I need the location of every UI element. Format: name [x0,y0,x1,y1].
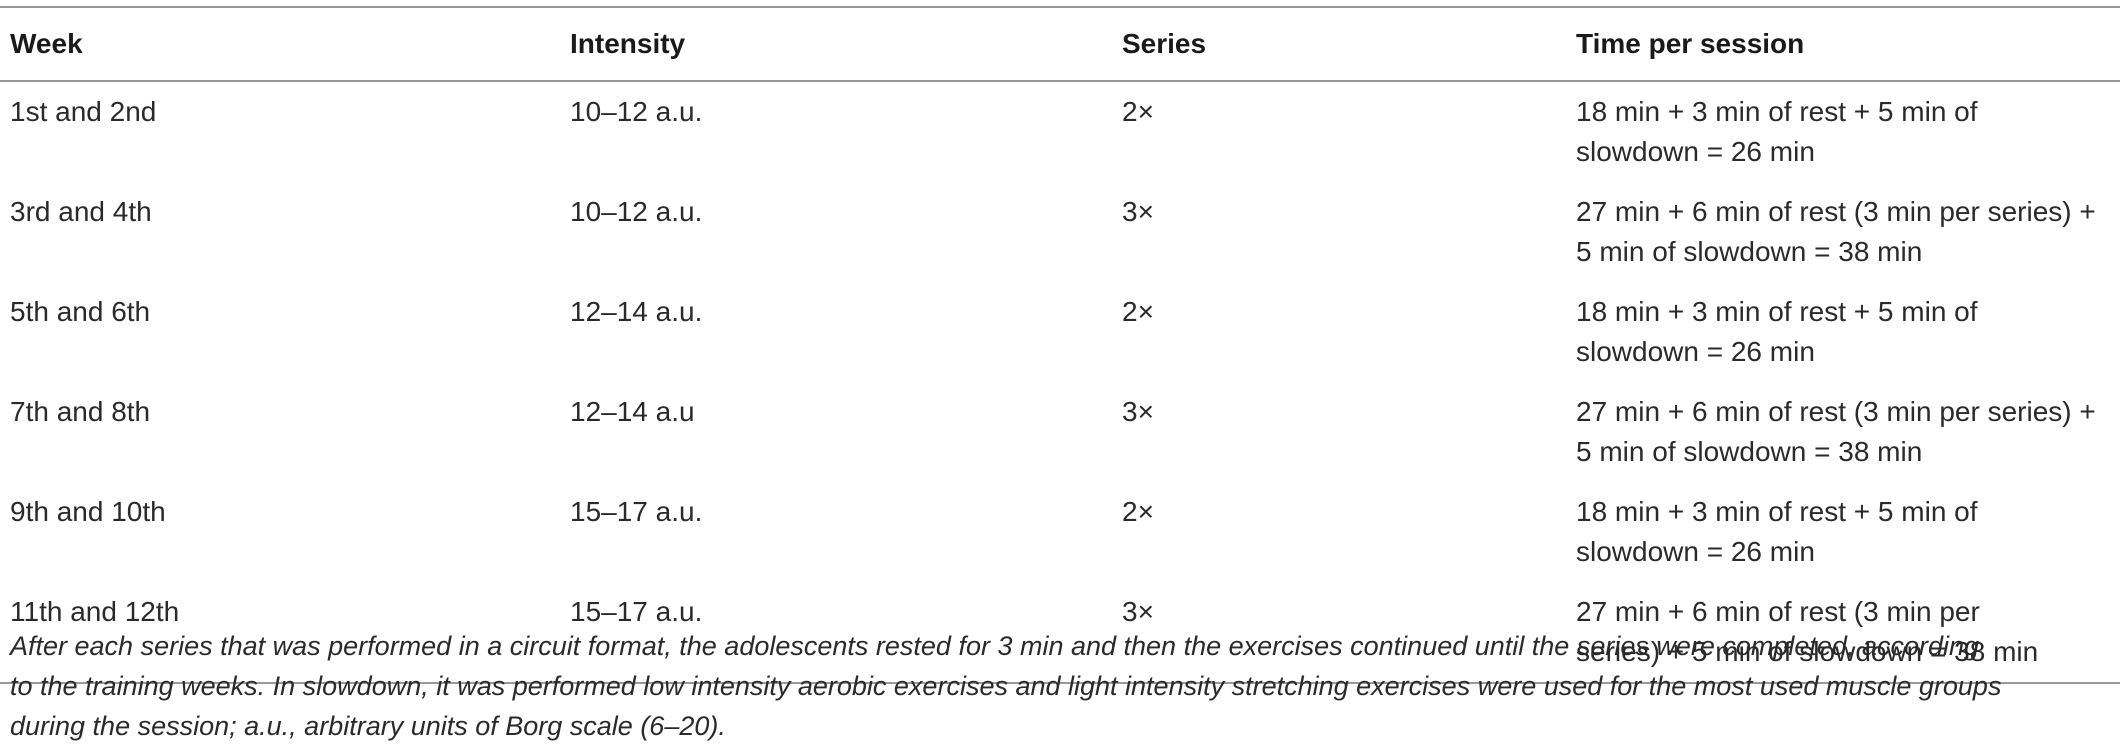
series-cell: 2× [1122,496,1154,527]
table-row: 7th and 8th 12–14 a.u 3× 27 min + 6 min … [0,382,2120,482]
table-row: 11th and 12th 15–17 a.u. 3× 27 min + 6 m… [0,582,2120,684]
time-line-2: 5 min of slowdown = 38 min [1576,236,1923,267]
intensity-cell: 10–12 a.u. [570,196,703,227]
table-row: 3rd and 4th 10–12 a.u. 3× 27 min + 6 min… [0,182,2120,282]
time-cell: 18 min + 3 min of rest + 5 min of slowdo… [1566,482,2120,582]
table-row: 9th and 10th 15–17 a.u. 2× 18 min + 3 mi… [0,482,2120,582]
intensity-cell: 15–17 a.u. [560,582,1112,684]
header-series: Series [1122,28,1207,59]
time-cell: 27 min + 6 min of rest (3 min per series… [1566,582,2120,684]
time-line-1: 18 min + 3 min of rest + 5 min of [1576,296,1978,327]
footnote-line-3: during the session; a.u., arbitrary unit… [10,711,726,741]
time-line-1: 18 min + 3 min of rest + 5 min of [1576,96,1978,127]
training-protocol-table: Week Intensity Series Time per session 1… [0,6,2120,684]
time-cell: 27 min + 6 min of rest (3 min per series… [1566,182,2120,282]
table-row: 1st and 2nd 10–12 a.u. 2× 18 min + 3 min… [0,81,2120,182]
time-line-2: series) + 5 min of slowdown = 38 min [1576,636,2039,667]
week-cell: 1st and 2nd [10,96,157,127]
time-cell: 18 min + 3 min of rest + 5 min of slowdo… [1566,81,2120,182]
header-row: Week Intensity Series Time per session [0,7,2120,81]
header-intensity: Intensity [570,28,686,59]
time-line-1: 27 min + 6 min of rest (3 min per series… [1576,396,2096,427]
week-cell: 3rd and 4th [10,196,152,227]
footnote-line-1: After each series that was performed in … [10,631,1980,661]
table-body: 1st and 2nd 10–12 a.u. 2× 18 min + 3 min… [0,81,2120,684]
time-line-2: slowdown = 26 min [1576,536,1815,567]
table-footnote: After each series that was performed in … [10,626,2110,746]
time-cell: 27 min + 6 min of rest (3 min per series… [1566,382,2120,482]
table-row: 5th and 6th 12–14 a.u. 2× 18 min + 3 min… [0,282,2120,382]
time-line-1: 27 min + 6 min of rest (3 min per [1576,596,1980,627]
intensity-cell: 15–17 a.u. [570,496,703,527]
series-cell: 2× [1122,296,1154,327]
series-cell: 2× [1122,96,1154,127]
time-line-1: 27 min + 6 min of rest (3 min per series… [1576,196,2096,227]
series-cell: 3× [1112,582,1566,684]
series-cell: 3× [1122,396,1154,427]
time-cell: 18 min + 3 min of rest + 5 min of slowdo… [1566,282,2120,382]
intensity-cell: 10–12 a.u. [570,96,703,127]
time-line-2: slowdown = 26 min [1576,336,1815,367]
intensity-cell: 12–14 a.u. [570,296,703,327]
week-cell: 11th and 12th [0,582,560,684]
table-header: Week Intensity Series Time per session [0,7,2120,81]
time-line-2: 5 min of slowdown = 38 min [1576,436,1923,467]
intensity-cell: 12–14 a.u [570,396,695,427]
footnote-line-2: to the training weeks. In slowdown, it w… [10,671,2002,701]
header-time-per-session: Time per session [1576,28,1805,59]
time-line-2: slowdown = 26 min [1576,136,1815,167]
series-cell: 3× [1122,196,1154,227]
time-line-1: 18 min + 3 min of rest + 5 min of [1576,496,1978,527]
week-cell: 7th and 8th [10,396,151,427]
week-cell: 5th and 6th [10,296,151,327]
header-week: Week [10,28,83,59]
week-cell: 9th and 10th [10,496,166,527]
